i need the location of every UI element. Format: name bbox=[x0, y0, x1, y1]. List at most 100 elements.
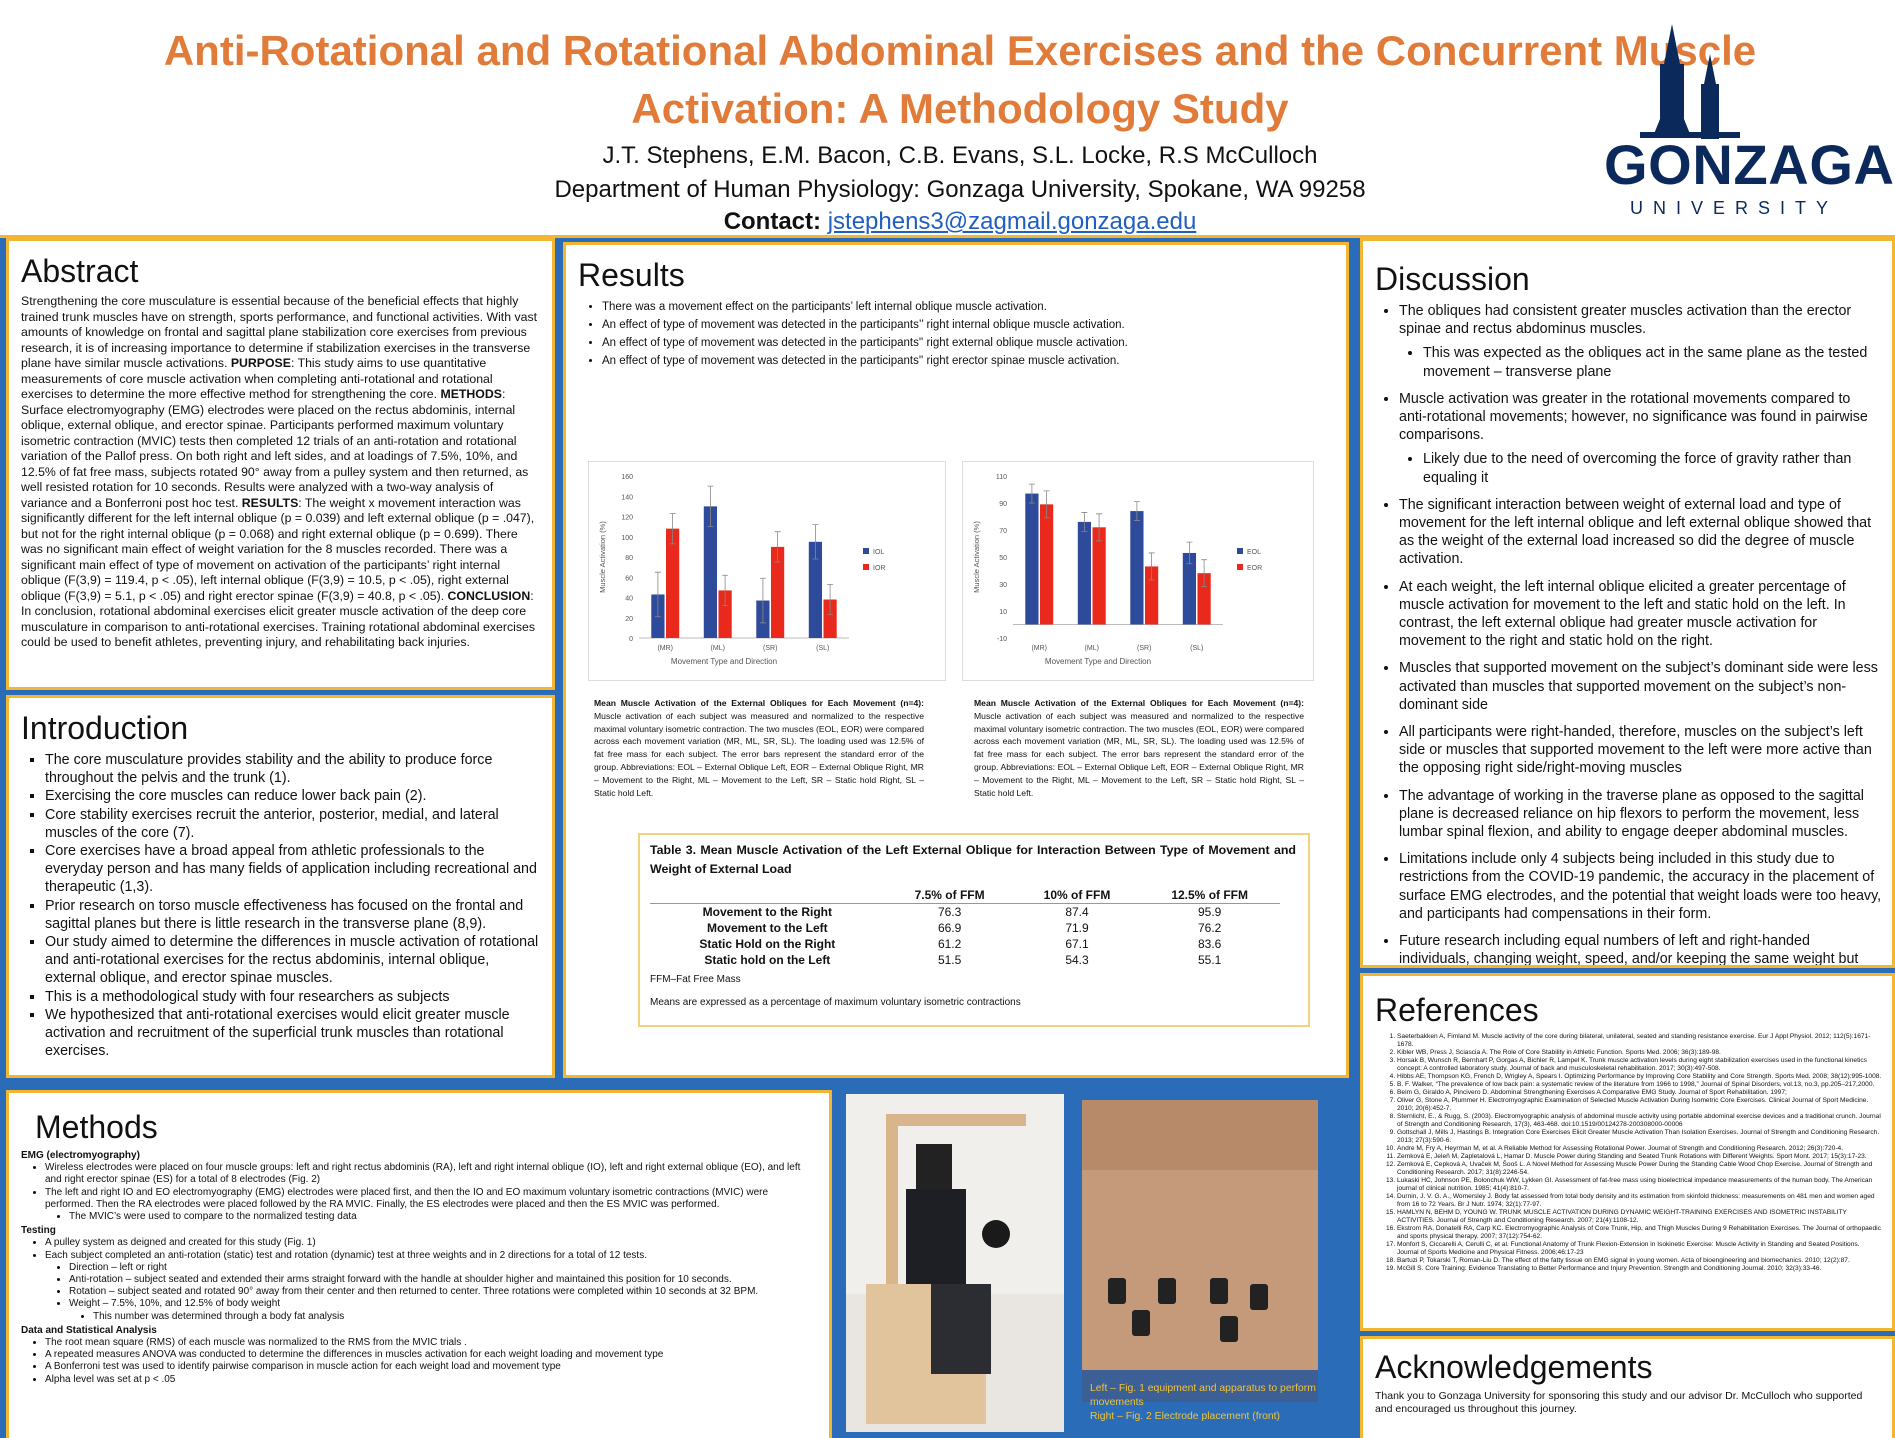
authors: J.T. Stephens, E.M. Bacon, C.B. Evans, S… bbox=[602, 142, 1318, 169]
figure-caption-line: Right – Fig. 2 Electrode placement (fron… bbox=[1090, 1411, 1281, 1422]
heading: Discussion bbox=[1375, 261, 1530, 297]
contact-label: Contact: bbox=[723, 208, 822, 235]
error-bar bbox=[1133, 501, 1140, 521]
legend-label: IOL bbox=[873, 549, 884, 556]
row-header: Static Hold on the Right bbox=[699, 937, 836, 951]
y-tick-label: 60 bbox=[625, 575, 633, 582]
figure-2-photo bbox=[1082, 1100, 1318, 1402]
reference: Oliver G, Stone A, Plummer H. Electromyo… bbox=[1397, 1097, 1882, 1113]
logo-name: GONZAGA bbox=[1604, 133, 1894, 196]
bar bbox=[1025, 493, 1039, 625]
y-tick-label: 140 bbox=[621, 494, 633, 501]
y-tick-label: 110 bbox=[996, 474, 1007, 481]
bullet-item: Exercising the core muscles can reduce l… bbox=[45, 787, 542, 805]
bar bbox=[1182, 552, 1197, 625]
bullet-item: This is a methodological study with four… bbox=[45, 988, 542, 1006]
error-bar bbox=[1186, 541, 1193, 565]
abstract-run: : Surface electromyography (EMG) electro… bbox=[21, 387, 529, 510]
heading: Acknowledgements bbox=[1375, 1349, 1653, 1385]
methods-subheading: Data and Statistical Analysis bbox=[21, 1324, 157, 1336]
figure-1-photo bbox=[846, 1094, 1064, 1432]
bullet-item: Likely due to the need of overcoming the… bbox=[1423, 450, 1882, 486]
bullet-item: The advantage of working in the traverse… bbox=[1399, 787, 1882, 842]
bullet-list: The root mean square (RMS) of each muscl… bbox=[21, 1337, 819, 1386]
bar bbox=[1130, 511, 1144, 625]
introduction-panel: Introduction The core musculature provide… bbox=[6, 695, 555, 1078]
table: 7.5% of FFM 10% of FFM 12.5% of FFM Movemen… bbox=[650, 887, 1280, 968]
column-header: 7.5% of FFM bbox=[914, 888, 985, 902]
reference: McGill S. Core Training: Evidence Transl… bbox=[1397, 1265, 1882, 1273]
table-cell: 54.3 bbox=[1065, 953, 1089, 967]
bullet-item: The obliques had consistent greater musc… bbox=[1399, 302, 1882, 381]
bullet-item: A pulley system as deigned and created f… bbox=[45, 1237, 819, 1249]
references-panel: References Saeterbakken A, Fimland M. Mus… bbox=[1360, 973, 1895, 1331]
contact-email[interactable]: jstephens3@zagmail.gonzaga.edu bbox=[827, 208, 1197, 235]
bullet-item: The root mean square (RMS) of each muscl… bbox=[45, 1337, 819, 1349]
x-tick-label: (MR) bbox=[657, 645, 673, 652]
logo-sub: UNIVERSITY bbox=[1630, 198, 1838, 218]
table-note: FFM–Fat Free Mass bbox=[650, 974, 741, 985]
bar bbox=[1039, 504, 1054, 625]
bullet-item: The left and right IO and EO electromyog… bbox=[45, 1187, 819, 1224]
error-bar bbox=[1081, 512, 1088, 532]
bullet-item: Prior research on torso muscle effective… bbox=[45, 897, 542, 933]
bullet-list: The core musculature provides stability … bbox=[21, 751, 542, 1060]
chart: 0 20 40 60 80 100 120 140 160 Muscle Activation (… bbox=[588, 461, 946, 681]
bullet-item: Weight – 7.5%, 10%, and 12.5% of body we… bbox=[69, 1298, 819, 1322]
table-cell: 61.2 bbox=[937, 937, 962, 951]
abstract-panel: Abstract Strengthening the core musculatu… bbox=[6, 238, 555, 690]
legend-label: IOR bbox=[873, 565, 885, 572]
y-tick-label: 70 bbox=[999, 528, 1007, 535]
abstract-label: CONCLUSION bbox=[447, 588, 531, 603]
bullet-list: The obliques had consistent greater musc… bbox=[1375, 302, 1882, 965]
bullet-item: Future research including equal numbers … bbox=[1399, 932, 1882, 965]
reference: Beim G, Giraldo A, Pincivero D. Abdomina… bbox=[1397, 1089, 1882, 1097]
table-cell: 87.4 bbox=[1065, 905, 1089, 919]
table-row: Static Hold on the Right 61.2 67.1 83.6 bbox=[650, 936, 1280, 952]
bullet-list: A pulley system as deigned and created f… bbox=[21, 1237, 819, 1322]
reference: Saeterbakken A, Fimland M. Muscle activi… bbox=[1397, 1033, 1882, 1049]
y-tick-label: 40 bbox=[625, 596, 633, 603]
error-bar bbox=[1028, 483, 1035, 504]
error-bar bbox=[812, 524, 819, 560]
bullet-item: Wireless electrodes were placed on four … bbox=[45, 1162, 819, 1186]
table-cell: 51.5 bbox=[937, 953, 962, 967]
y-tick-label: 50 bbox=[999, 555, 1007, 562]
table-cell: 71.9 bbox=[1065, 921, 1089, 935]
abstract-text: Strengthening the core musculature is es… bbox=[21, 294, 542, 651]
bullet-item: Alpha level was set at p < .05 bbox=[45, 1374, 819, 1386]
reference: Durnin, J. V. G. A., Womersley J. Body f… bbox=[1397, 1193, 1882, 1209]
heading: Abstract bbox=[21, 253, 139, 289]
bullet-item: There was a movement effect on the parti… bbox=[602, 298, 1336, 316]
methods-subheading: EMG (electromyography) bbox=[21, 1150, 140, 1161]
reference: Sternlicht, E., & Rugg, S. (2003). Elect… bbox=[1397, 1113, 1882, 1129]
title: Anti-Rotational and Rotational Abdominal… bbox=[163, 27, 1757, 132]
logo: GONZAGA UNIVERSITY bbox=[1604, 24, 1894, 218]
department: Department of Human Physiology: Gonzaga … bbox=[554, 176, 1366, 203]
row-header: Movement to the Right bbox=[702, 905, 832, 919]
bar bbox=[1144, 566, 1159, 625]
bullet-item: A repeated measures ANOVA was conducted … bbox=[45, 1349, 819, 1361]
error-bar bbox=[827, 583, 834, 616]
bullet-item: Our study aimed to determine the differe… bbox=[45, 933, 542, 988]
reference: Horsak B, Wunsch R, Bernhart P, Gorgas A… bbox=[1397, 1057, 1882, 1073]
acknowledgements-text: Thank you to Gonzaga University for spon… bbox=[1375, 1390, 1863, 1415]
bullet-item: Direction – left or right bbox=[69, 1262, 819, 1274]
legend-swatch bbox=[863, 548, 869, 554]
row-header: Static hold on the Left bbox=[704, 953, 831, 967]
figure-caption-line: Left – Fig. 1 equipment and apparatus to… bbox=[1090, 1383, 1316, 1408]
table-cell: 83.6 bbox=[1198, 937, 1222, 951]
x-tick-label: (SL) bbox=[816, 645, 829, 652]
bullet-text: Weight – 7.5%, 10%, and 12.5% of body we… bbox=[69, 1298, 281, 1310]
legend-label: EOL bbox=[1247, 549, 1261, 556]
reference: Hibbs AE, Thompson KG, French D, Wrigley… bbox=[1397, 1073, 1882, 1081]
bullet-text: The obliques had consistent greater musc… bbox=[1399, 303, 1852, 338]
table-cell: 76.2 bbox=[1198, 921, 1222, 935]
table-cell: 67.1 bbox=[1065, 937, 1089, 951]
reference: Kibler WB, Press J, Sciascia A. The Role… bbox=[1397, 1049, 1882, 1057]
y-tick-label: 30 bbox=[999, 582, 1007, 589]
y-tick-label: 20 bbox=[625, 616, 633, 623]
x-tick-label: (ML) bbox=[1085, 645, 1099, 652]
